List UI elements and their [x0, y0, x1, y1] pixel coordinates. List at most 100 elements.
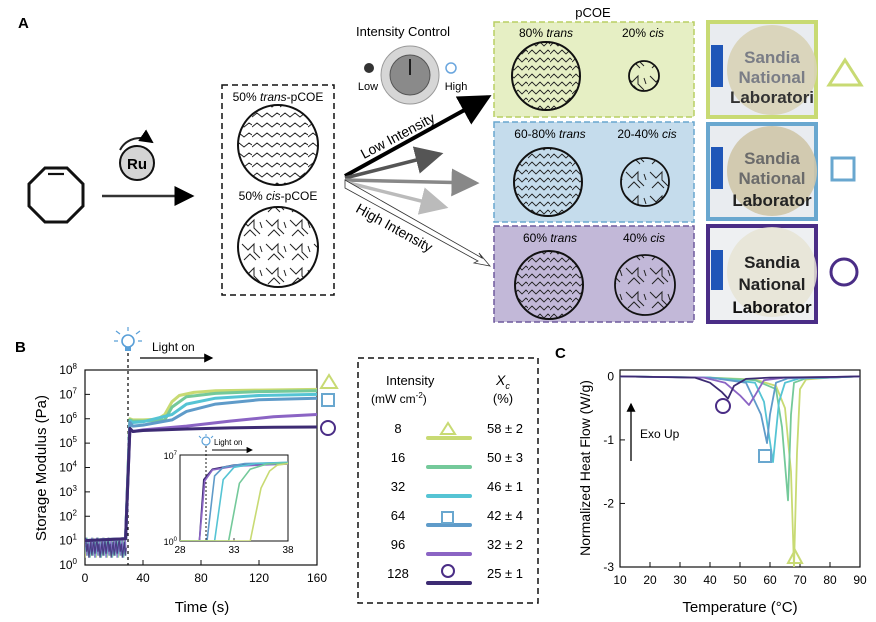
row-2-cis-circle	[620, 157, 670, 207]
row-3-cis-label: 40% cis	[623, 231, 665, 245]
x-tick-label-c: 90	[853, 573, 867, 587]
high-label: High	[445, 81, 468, 93]
panel-b: B Light on 100 101 102 103 104 105 106 107 108 0…	[15, 327, 339, 616]
row-1-trans-circle	[511, 41, 581, 111]
y-tick-label-b: 107	[59, 386, 77, 401]
x-tick-label-c: 50	[733, 573, 747, 587]
b-circle-marker-icon	[320, 420, 336, 436]
trans-chain-circle	[237, 104, 319, 186]
legend-intensity-value: 16	[391, 450, 405, 465]
row-2-cis-label: 20-40% cis	[617, 127, 676, 141]
photo-3-text-2: National	[738, 275, 805, 294]
x-tick-label-b: 120	[249, 571, 269, 585]
exo-up-label: Exo Up	[640, 427, 680, 441]
legend-row: 64 42 ± 4	[391, 508, 523, 527]
inset-x-tick-label: 28	[174, 545, 186, 556]
row-3-cis-circle	[614, 254, 676, 316]
y-axis-b: 100 101 102 103 104 105 106 107 108	[59, 362, 90, 572]
y-tick-label-c: -3	[603, 560, 614, 574]
row-3-trans-circle	[514, 250, 584, 320]
catalyst-cycle-arrow	[119, 129, 154, 151]
inset-light-on-label: Light on	[214, 438, 242, 447]
high-intensity-arrow	[344, 179, 492, 267]
bulb-on-icon	[445, 62, 457, 74]
b-square-marker-icon	[321, 393, 335, 407]
low-label: Low	[358, 81, 378, 93]
cyclooctene-ring	[27, 166, 85, 224]
cis-pcoe-label: 50% cis-pCOE	[239, 189, 318, 203]
y-tick-label-b: 101	[59, 533, 77, 548]
x-axis-c: 10 20 30 40 50 60 70 80 90	[613, 562, 867, 587]
panel-c: C 0 -1 -2 -3 10 20 30 40 50 60 70 80 90 Normalized …	[555, 345, 867, 616]
intensity-arrow-2	[344, 146, 444, 180]
y-tick-label-c: 0	[607, 369, 614, 383]
photo-1-text-3: Laboratori	[730, 88, 814, 107]
photo-1-disc	[727, 25, 817, 115]
photo-1-text-1: Sandia	[744, 48, 800, 67]
legend-intensity-value: 32	[391, 479, 405, 494]
pcoe-row-1: 80% trans 20% cis	[493, 21, 695, 118]
legend-rows: 8 58 ± 2 16 50 ± 3 32 46 ± 1 64 42 ± 4 96 32 ± 2 1…	[387, 421, 523, 585]
row-3-trans-label: 60% trans	[523, 231, 577, 245]
x-tick-label-b: 0	[82, 571, 89, 585]
x-tick-label-b: 80	[194, 571, 208, 585]
legend-xc-value: 32 ± 2	[487, 537, 523, 552]
legend: Intensity (mW cm-2) Xc (%) 8 58 ± 2 16 50 ±…	[357, 357, 539, 604]
low-intensity-arrow	[344, 95, 492, 178]
x-tick-label-b: 40	[136, 571, 150, 585]
legend-pct-header: (%)	[493, 391, 513, 406]
legend-row: 32 46 ± 1	[391, 479, 523, 498]
inset-y-tick-label: 100	[164, 537, 178, 547]
x-tick-label-c: 60	[763, 573, 777, 587]
photo-3-tape	[711, 250, 723, 290]
b-triangle-marker-icon	[319, 373, 339, 389]
row-2-trans-label: 60-80% trans	[514, 127, 585, 141]
x-tick-label-b: 160	[307, 571, 327, 585]
y-label-b: Storage Modulus (Pa)	[33, 395, 50, 541]
heatflow-series-128	[620, 375, 860, 400]
inset-bulb-icon	[198, 434, 214, 446]
x-tick-label-c: 20	[643, 573, 657, 587]
legend-circle-marker-icon	[441, 564, 455, 578]
legend-row: 8 58 ± 2	[394, 421, 523, 440]
photo-2-text-2: National	[738, 169, 805, 188]
legend-intensity-value: 64	[391, 508, 405, 523]
inset-series-8	[180, 462, 288, 541]
photo-3: Sandia National Laborator	[706, 224, 818, 324]
x-tick-label-c: 80	[823, 573, 837, 587]
triangle-marker-icon	[826, 57, 864, 87]
photo-3-text-3: Laborator	[732, 298, 812, 317]
photo-2-disc	[727, 126, 817, 216]
legend-intensity-value: 128	[387, 566, 409, 581]
cis-chain-circle	[237, 206, 319, 288]
inset-series-32	[180, 461, 288, 541]
c-circle-marker-icon	[715, 398, 731, 414]
legend-row: 16 50 ± 3	[391, 450, 523, 469]
c-square-marker-icon	[758, 449, 772, 463]
intensity-arrow-4	[344, 180, 449, 215]
initial-pcoe-box	[221, 84, 335, 296]
y-axis-c: 0 -1 -2 -3	[603, 369, 625, 574]
light-on-label: Light on	[152, 340, 195, 354]
x-label-c: Temperature (°C)	[682, 599, 797, 616]
legend-box	[357, 357, 539, 604]
ru-catalyst-circle	[119, 145, 155, 181]
legend-row: 96 32 ± 2	[391, 537, 523, 556]
intensity-arrow-3	[344, 168, 480, 197]
legend-xc-value: 46 ± 1	[487, 479, 523, 494]
y-tick-label-c: -2	[603, 496, 614, 510]
legend-xc-header: Xc	[495, 372, 510, 391]
inset-y-tick-label: 107	[164, 451, 178, 461]
photo-3-disc	[727, 227, 817, 317]
legend-xc-value: 25 ± 1	[487, 566, 523, 581]
x-tick-label-c: 40	[703, 573, 717, 587]
panel-label-a: A	[18, 15, 29, 32]
legend-xc-value: 42 ± 4	[487, 508, 523, 523]
y-tick-label-b: 105	[59, 435, 77, 450]
heatflow-series-8	[620, 375, 860, 567]
photo-2-text-3: Laborator	[732, 191, 812, 210]
c-triangle-marker-icon	[786, 547, 804, 564]
y-tick-label-b: 108	[59, 362, 77, 377]
legend-triangle-marker-icon	[439, 421, 457, 435]
